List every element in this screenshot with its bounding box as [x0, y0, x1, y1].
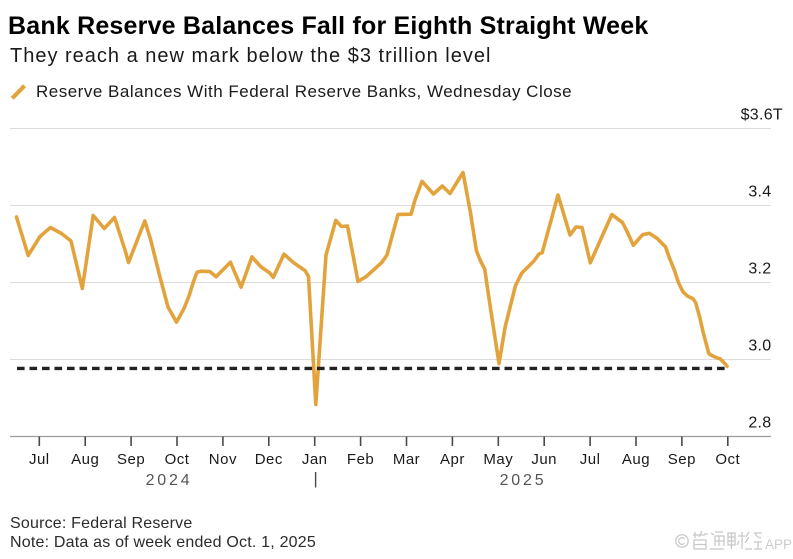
svg-text:2024: 2024 [146, 472, 193, 489]
svg-text:Jan: Jan [302, 451, 328, 468]
svg-text:3.4: 3.4 [748, 184, 771, 201]
svg-text:May: May [483, 451, 513, 468]
svg-text:2.8: 2.8 [748, 415, 771, 432]
svg-text:APP: APP [765, 537, 792, 552]
svg-text:3.0: 3.0 [748, 338, 771, 355]
svg-text:Oct: Oct [165, 451, 190, 468]
svg-text:Jun: Jun [531, 451, 557, 468]
svg-text:Sep: Sep [668, 451, 696, 468]
svg-text:Jul: Jul [29, 451, 50, 468]
svg-text:3.2: 3.2 [748, 261, 771, 278]
svg-text:Sep: Sep [117, 451, 145, 468]
svg-text:Oct: Oct [715, 451, 740, 468]
svg-text:Jul: Jul [580, 451, 601, 468]
svg-text:Apr: Apr [440, 451, 465, 468]
svg-text:$3.6T: $3.6T [741, 107, 783, 124]
svg-text:Nov: Nov [209, 451, 237, 468]
svg-text:Aug: Aug [622, 451, 650, 468]
svg-text:Feb: Feb [347, 451, 374, 468]
svg-text:2025: 2025 [500, 472, 547, 489]
svg-text:Dec: Dec [255, 451, 283, 468]
svg-text:Aug: Aug [71, 451, 99, 468]
svg-text:Mar: Mar [393, 451, 420, 468]
